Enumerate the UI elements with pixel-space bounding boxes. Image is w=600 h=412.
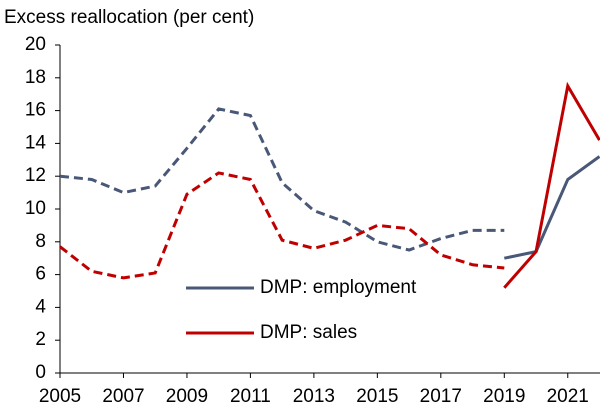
y-tick-label: 12 [25, 165, 46, 186]
y-tick-label: 6 [35, 264, 46, 285]
x-tick-label: 2005 [39, 386, 81, 407]
x-tick-label: 2011 [230, 386, 271, 407]
line [503, 81, 600, 289]
y-tick-label: 14 [25, 132, 47, 153]
y-tick-label: 20 [25, 34, 46, 55]
y-tick-label: 0 [35, 362, 46, 383]
y-tick-label: 8 [35, 231, 46, 252]
chart-title: Excess reallocation (per cent) [4, 7, 254, 28]
x-tick-label: 2009 [166, 386, 208, 407]
legend-label: DMP: employment [260, 277, 417, 298]
y-tick-label: 16 [25, 100, 46, 121]
line [59, 171, 505, 280]
y-tick-label: 2 [35, 329, 46, 350]
x-tick-label: 2015 [356, 386, 398, 407]
x-tick-label: 2019 [483, 386, 525, 407]
y-tick-label: 10 [25, 198, 46, 219]
x-tick-label: 2021 [547, 386, 589, 407]
y-tick-label: 18 [25, 67, 46, 88]
legend-label: DMP: sales [260, 322, 357, 343]
line [59, 107, 505, 252]
x-tick-label: 2017 [420, 386, 462, 407]
line [503, 155, 600, 260]
y-tick-label: 4 [35, 296, 46, 317]
x-tick-label: 2013 [293, 386, 335, 407]
x-tick-label: 2007 [102, 386, 144, 407]
